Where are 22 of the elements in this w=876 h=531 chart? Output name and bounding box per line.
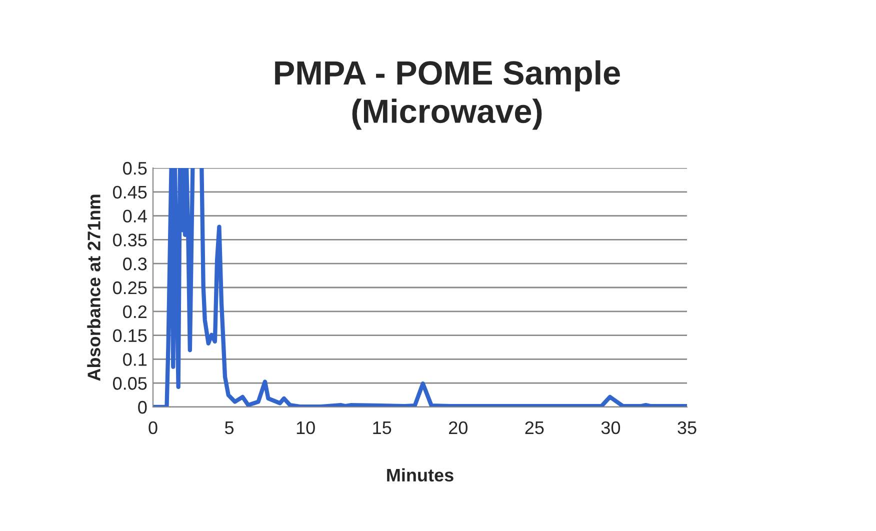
x-tick-label: 0	[148, 421, 158, 434]
y-tick-label: 0	[138, 400, 147, 414]
x-tick-label: 25	[525, 421, 544, 434]
y-axis-title: Absorbance at 271nm	[87, 194, 100, 381]
y-tick-label: 0.35	[113, 234, 147, 246]
chart-title: PMPA - POME Sample (Microwave)	[275, 60, 620, 130]
x-tick-label: 15	[373, 422, 392, 434]
y-tick-label: 0.3	[123, 258, 147, 270]
x-tick-label: 20	[449, 421, 468, 434]
x-tick-label: 10	[296, 421, 315, 434]
x-axis-title: Minutes	[387, 468, 454, 482]
y-tick-label: 0.15	[113, 329, 147, 342]
x-tick-label: 35	[678, 421, 696, 434]
y-tick-label: 0.45	[113, 186, 147, 199]
y-tick-label: 0.25	[113, 281, 147, 294]
y-tick-label: 0.2	[123, 305, 147, 318]
y-tick-label: 0.5	[123, 162, 147, 175]
y-tick-label: 0.05	[113, 377, 147, 390]
y-tick-label: 0.1	[123, 353, 147, 366]
y-tick-label: 0.4	[123, 210, 147, 223]
x-tick-label: 30	[601, 421, 620, 434]
x-tick-label: 5	[224, 422, 234, 434]
